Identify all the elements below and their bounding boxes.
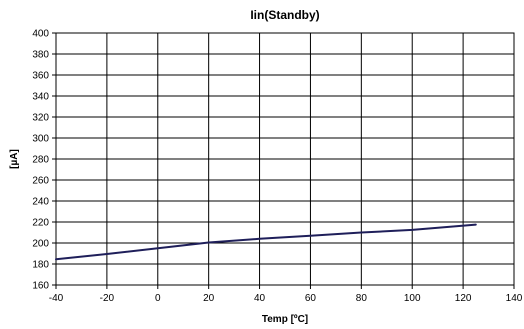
x-tick-label: 120 — [455, 293, 472, 304]
y-tick-label: 180 — [32, 260, 49, 271]
y-tick-label: 360 — [32, 71, 49, 82]
y-tick-label: 280 — [32, 155, 49, 166]
x-tick-label: -20 — [100, 293, 115, 304]
x-tick-label: 0 — [155, 293, 161, 304]
y-tick-label: 200 — [32, 239, 49, 250]
x-tick-label: 20 — [203, 293, 215, 304]
x-tick-label: 40 — [254, 293, 266, 304]
y-tick-label: 400 — [32, 29, 49, 40]
y-tick-label: 240 — [32, 197, 49, 208]
x-tick-label: -40 — [49, 293, 64, 304]
series-layer — [55, 223, 477, 261]
y-tick-label: 160 — [32, 281, 49, 292]
y-tick-label: 260 — [32, 176, 49, 187]
x-tick-label: 80 — [356, 293, 368, 304]
series-line-0 — [55, 223, 477, 261]
y-tick-label: 300 — [32, 134, 49, 145]
y-tick-label: 320 — [32, 113, 49, 124]
x-tick-label: 60 — [305, 293, 317, 304]
y-tick-label: 380 — [32, 50, 49, 61]
y-axis-label: [µA] — [9, 149, 20, 169]
x-tick-labels: -40 -20 0 20 40 60 80 100 120 140 — [49, 293, 523, 304]
x-tick-label: 100 — [404, 293, 421, 304]
x-tick-label: 140 — [506, 293, 523, 304]
x-axis-label: Temp [ºC] — [262, 314, 308, 325]
y-tick-label: 340 — [32, 92, 49, 103]
y-tick-labels: 160 180 200 220 240 260 280 300 320 340 360 380 400 — [32, 29, 49, 292]
y-tick-label: 220 — [32, 218, 49, 229]
chart-title: Iin(Standby) — [250, 8, 319, 22]
plot-frame — [55, 32, 515, 286]
grid — [52, 32, 515, 289]
